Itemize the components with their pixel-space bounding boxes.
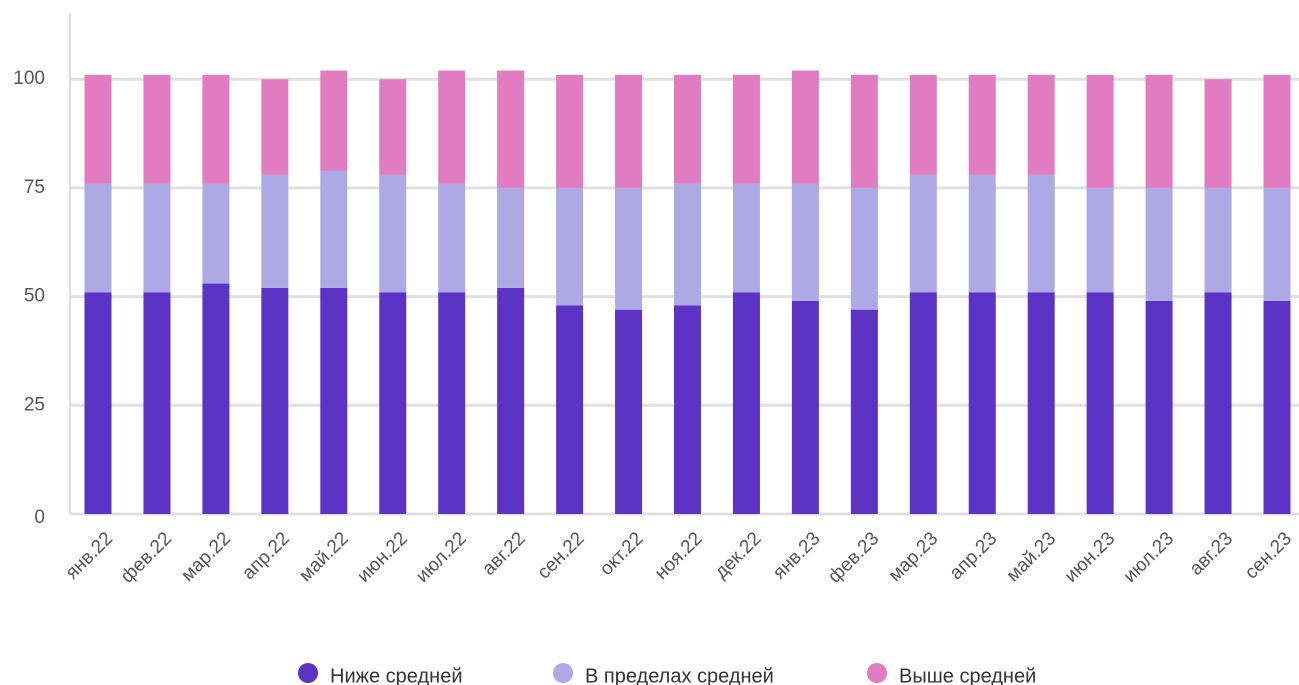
x-tick-label: янв.23 [769, 528, 824, 583]
bar-segment [1204, 79, 1232, 188]
x-tick-label: фев.22 [117, 528, 176, 587]
bar-segment [143, 74, 171, 184]
x-tick-label: июл.23 [1120, 528, 1179, 587]
y-tick-label: 0 [34, 507, 45, 528]
bar-segment [968, 174, 996, 293]
x-tick-label: сен.22 [534, 528, 589, 583]
bar-segment [379, 292, 407, 514]
bar-segment [615, 187, 643, 310]
bar-segment [909, 174, 937, 293]
bar-segment [850, 74, 878, 188]
bar-segment [615, 309, 643, 514]
bar-segment [1086, 187, 1114, 293]
x-tick-label: апр.23 [946, 528, 1002, 584]
x-tick-label: сен.23 [1241, 528, 1296, 583]
x-tick-label: май.22 [295, 528, 353, 586]
bar-segment [1145, 187, 1173, 301]
legend-label lg: Выше средней [899, 665, 1036, 685]
bar-segment [850, 309, 878, 514]
legend-swatch [553, 663, 573, 683]
bar-segment [1263, 300, 1291, 514]
x-tick-label: янв.22 [62, 528, 117, 583]
bar-segment [438, 70, 466, 184]
bar-segment [674, 74, 701, 184]
bar-segment [84, 183, 112, 293]
y-tick-label: 50 [24, 286, 45, 307]
bar-segment [732, 292, 760, 514]
legend-label lg: В пределах средней [585, 665, 774, 685]
bar-segment [1263, 187, 1291, 301]
bar-segment [732, 183, 760, 293]
bar-segment [379, 79, 407, 175]
legend-swatch [867, 663, 887, 683]
bar-segment [1086, 74, 1114, 188]
bar-segment [1145, 300, 1173, 514]
x-tick-label: окт.22 [596, 528, 648, 580]
bar-segment [674, 305, 701, 514]
bar-segment [497, 70, 525, 188]
legend-swatch [298, 663, 318, 683]
bar-segment [909, 74, 937, 175]
x-tick-label: авг.23 [1186, 528, 1237, 579]
bar-segment [84, 74, 112, 184]
y-tick-label: 100 [13, 68, 45, 89]
bar-segment [732, 74, 760, 184]
bar-segment [379, 174, 407, 293]
bar-segment [261, 79, 289, 175]
y-tick-label: 75 [24, 177, 45, 198]
x-tick-label: апр.22 [238, 528, 294, 584]
bar-segment [1263, 74, 1291, 188]
bar-segment [968, 74, 996, 175]
bar-segment [556, 305, 584, 514]
bar-segment [556, 187, 584, 306]
bar-segment [1204, 187, 1232, 293]
bar-segment [497, 187, 525, 288]
x-tick-label: май.23 [1003, 528, 1061, 586]
bar-segment [497, 287, 525, 514]
x-tick-label: июл.22 [412, 528, 471, 587]
x-tick-label: мар.22 [177, 528, 235, 586]
bar-segment [438, 292, 466, 514]
bar-segment [261, 174, 289, 288]
bar-segment [143, 183, 171, 293]
x-tick-label: июн.22 [353, 528, 412, 587]
bar-segment [320, 287, 348, 514]
x-tick-label: июн.23 [1061, 528, 1120, 587]
bar-segment [1204, 292, 1232, 514]
bar-segment [674, 183, 701, 306]
bar-segment [1027, 74, 1055, 175]
bar-segment [1086, 292, 1114, 514]
bar-segment [615, 74, 643, 188]
x-tick-label: авг.22 [478, 528, 529, 579]
bar-segment [909, 292, 937, 514]
bar-segment [850, 187, 878, 310]
legend-label lg: Ниже средней [330, 665, 463, 685]
bar-segment [1027, 292, 1055, 514]
bar-segment [1145, 74, 1173, 188]
bar-segment [143, 292, 171, 514]
bar-segment [320, 70, 348, 171]
x-tick-label: фев.23 [824, 528, 883, 587]
bar-segment [261, 287, 289, 514]
bar-segment [84, 292, 112, 514]
bar-segment [791, 300, 819, 514]
x-tick-label: мар.23 [885, 528, 943, 586]
bar-segment [556, 74, 584, 188]
bar-segment [1027, 174, 1055, 293]
y-tick-label: 25 [24, 394, 45, 415]
bar-segment [791, 183, 819, 301]
bar-segment [791, 70, 819, 184]
bar-segment [202, 283, 230, 514]
bar-segment [202, 74, 230, 184]
x-tick-label: дек.22 [711, 528, 766, 583]
x-tick-label: ноя.22 [651, 528, 707, 584]
bar-segment [202, 183, 230, 284]
bar-segment [320, 170, 348, 288]
bar-segment [438, 183, 466, 293]
bar-segment [968, 292, 996, 514]
